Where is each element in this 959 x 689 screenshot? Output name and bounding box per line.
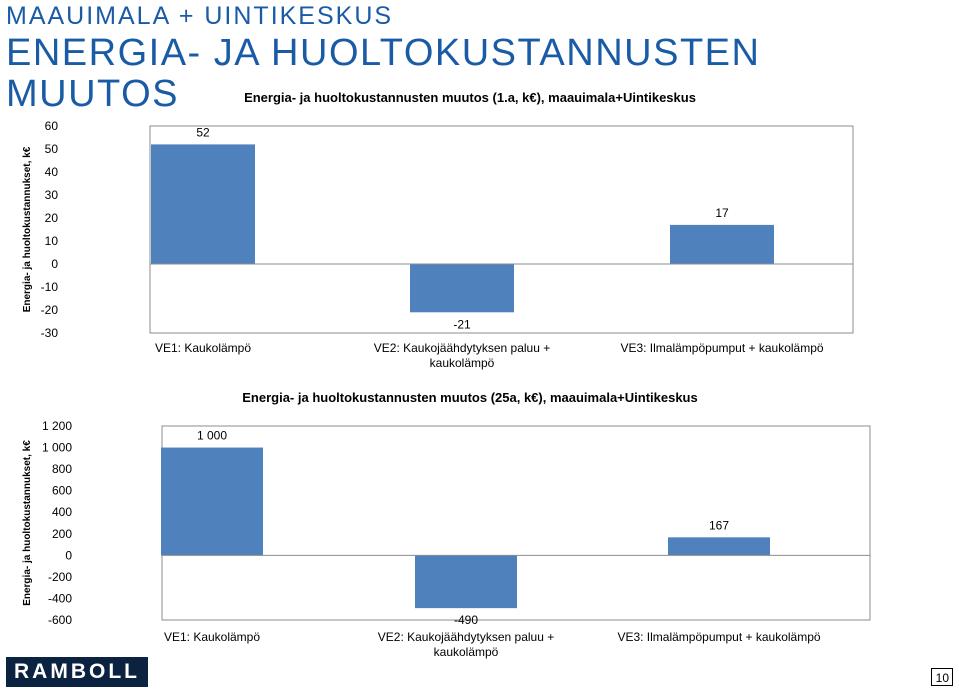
y-tick-label: -30 (41, 326, 59, 340)
category-label: kaukolämpö (430, 356, 495, 370)
y-tick-label: 800 (52, 462, 72, 476)
data-label: 1 000 (197, 429, 227, 443)
y-tick-label: 60 (45, 119, 59, 133)
category-label: VE3: Ilmalämpöpumput + kaukolämpö (620, 341, 823, 355)
y-axis-label: Energia- ja huoltokustannukset, k€ (22, 146, 33, 312)
y-tick-label: -10 (41, 280, 59, 294)
category-label: kaukolämpö (434, 645, 499, 659)
bar (161, 447, 263, 556)
y-tick-label: 0 (51, 257, 58, 271)
data-label: -490 (454, 613, 478, 627)
bar (151, 144, 255, 264)
bar (668, 537, 770, 556)
y-tick-label: -400 (48, 591, 72, 605)
data-label: 52 (196, 125, 210, 139)
ramboll-logo: RAMBOLL (6, 657, 148, 687)
y-tick-label: -200 (48, 570, 72, 584)
bar (415, 555, 517, 609)
y-tick-label: 10 (45, 234, 59, 248)
y-tick-label: 200 (52, 527, 72, 541)
slide-title-line-1: MAAUIMALA + UINTIKESKUS (6, 2, 394, 30)
category-label: VE2: Kaukojäähdytyksen paluu + (378, 630, 554, 644)
y-axis-label: Energia- ja huoltokustannukset, k€ (22, 440, 33, 606)
category-label: VE1: Kaukolämpö (164, 630, 260, 644)
category-label: VE1: Kaukolämpö (155, 341, 251, 355)
chart-title: Energia- ja huoltokustannusten muutos (2… (242, 390, 697, 405)
page-number: 10 (931, 668, 953, 686)
chart-title: Energia- ja huoltokustannusten muutos (1… (244, 90, 696, 105)
category-label: VE2: Kaukojäähdytyksen paluu + (374, 341, 550, 355)
data-label: 17 (715, 206, 729, 220)
y-tick-label: 0 (65, 548, 72, 562)
slide-title-line-3: MUUTOS (6, 73, 179, 115)
y-tick-label: 1 200 (42, 419, 72, 433)
y-tick-label: 20 (45, 211, 59, 225)
y-tick-label: 600 (52, 484, 72, 498)
y-tick-label: -600 (48, 613, 72, 627)
bar (670, 224, 774, 264)
y-tick-label: -20 (41, 303, 59, 317)
y-tick-label: 30 (45, 188, 59, 202)
data-label: -21 (453, 317, 471, 331)
slide-title-line-2: ENERGIA- JA HUOLTOKUSTANNUSTEN (6, 32, 761, 74)
y-tick-label: 400 (52, 505, 72, 519)
data-label: 167 (709, 518, 729, 532)
bar (410, 264, 514, 313)
y-tick-label: 1 000 (42, 441, 72, 455)
y-tick-label: 50 (45, 142, 59, 156)
y-tick-label: 40 (45, 165, 59, 179)
category-label: VE3: Ilmalämpöpumput + kaukolämpö (617, 630, 820, 644)
plot-area-border (149, 125, 854, 334)
